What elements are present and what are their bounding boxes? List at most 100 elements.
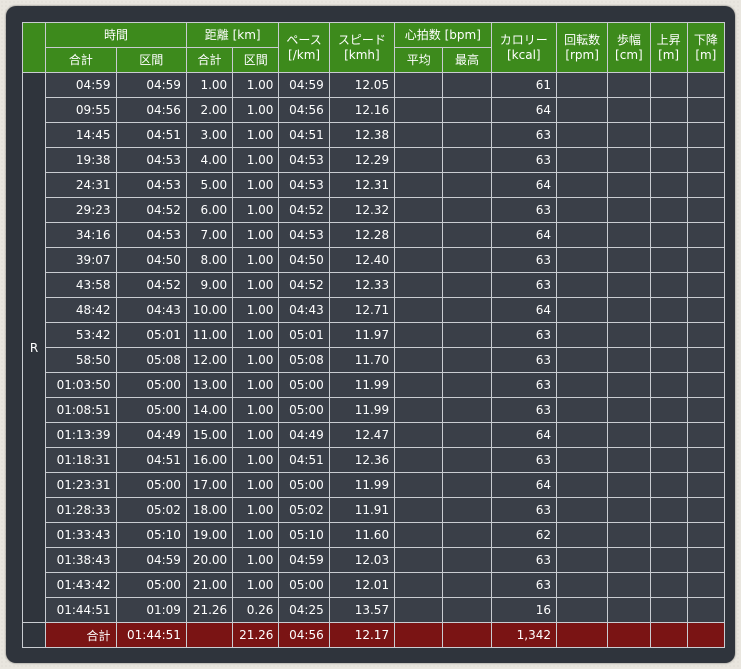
distance-split-cell: 1.00 [232, 172, 280, 198]
pace-cell: 04:53 [278, 222, 330, 248]
distance-split-cell: 1.00 [232, 397, 280, 423]
time-total-cell: 14:45 [45, 122, 117, 148]
speed-cell: 11.99 [328, 372, 396, 398]
stride-cell [607, 572, 651, 598]
time-total-cell: 58:50 [45, 347, 117, 373]
time-split-cell: 04:51 [115, 447, 187, 473]
distance-total-cell: 17.00 [185, 472, 234, 498]
total-pace-cell: 04:56 [278, 622, 330, 648]
distance-total-cell: 5.00 [185, 172, 234, 198]
ascent-cell [649, 197, 688, 223]
descent-cell [686, 147, 726, 173]
calorie-cell: 63 [490, 347, 557, 373]
time-split-cell: 01:09 [115, 597, 187, 623]
cadence-cell [555, 472, 609, 498]
heart-max-cell [442, 397, 492, 423]
stride-cell [607, 272, 651, 298]
distance-split-cell: 1.00 [232, 522, 280, 548]
heart-avg-cell [394, 247, 444, 273]
cadence-cell [555, 597, 609, 623]
stride-cell [607, 172, 651, 198]
heart-max-cell [442, 222, 492, 248]
distance-split-cell: 1.00 [232, 347, 280, 373]
table-row: 19:38 04:53 4.00 1.00 04:53 12.29 63 [23, 147, 726, 173]
distance-split-cell: 1.00 [232, 422, 280, 448]
calorie-cell: 64 [490, 422, 557, 448]
table-row: 01:44:51 01:09 21.26 0.26 04:25 13.57 16 [23, 597, 726, 623]
descent-header: 下降 [m] [686, 22, 726, 73]
table-row: 09:55 04:56 2.00 1.00 04:56 12.16 64 [23, 97, 726, 123]
distance-total-cell: 8.00 [185, 247, 234, 273]
time-split-cell: 04:53 [115, 222, 187, 248]
total-heart-max-cell [442, 622, 492, 648]
cadence-cell [555, 497, 609, 523]
cadence-cell [555, 347, 609, 373]
distance-split-cell: 1.00 [232, 97, 280, 123]
descent-cell [686, 297, 726, 323]
distance-total-cell: 19.00 [185, 522, 234, 548]
time-total-cell: 01:23:31 [45, 472, 117, 498]
ascent-cell [649, 147, 688, 173]
ascent-cell [649, 497, 688, 523]
pace-cell: 05:01 [278, 322, 330, 348]
heart-avg-cell [394, 147, 444, 173]
descent-cell [686, 347, 726, 373]
time-total-cell: 09:55 [45, 97, 117, 123]
heart-max-cell [442, 522, 492, 548]
total-lap-label [21, 622, 47, 648]
cadence-cell [555, 97, 609, 123]
time-total-cell: 39:07 [45, 247, 117, 273]
distance-split-cell: 1.00 [232, 72, 280, 98]
speed-cell: 12.05 [328, 72, 396, 98]
time-split-cell: 05:02 [115, 497, 187, 523]
stride-cell [607, 422, 651, 448]
heart-avg-cell [394, 347, 444, 373]
cadence-cell [555, 422, 609, 448]
time-split-cell: 04:53 [115, 172, 187, 198]
heart-max-cell [442, 572, 492, 598]
total-label: 合計 [45, 622, 117, 648]
calorie-cell: 63 [490, 197, 557, 223]
total-descent-cell [686, 622, 726, 648]
distance-total-cell: 10.00 [185, 297, 234, 323]
pace-cell: 04:53 [278, 147, 330, 173]
cadence-cell [555, 297, 609, 323]
distance-total-cell: 15.00 [185, 422, 234, 448]
speed-cell: 13.57 [328, 597, 396, 623]
table-row: 58:50 05:08 12.00 1.00 05:08 11.70 63 [23, 347, 726, 373]
ascent-cell [649, 272, 688, 298]
pace-cell: 04:51 [278, 447, 330, 473]
heart-max-cell [442, 272, 492, 298]
distance-total-cell: 21.26 [185, 597, 234, 623]
time-header: 時間 [45, 22, 187, 48]
total-calorie-cell: 1,342 [490, 622, 557, 648]
calorie-cell: 63 [490, 572, 557, 598]
descent-cell [686, 497, 726, 523]
distance-split-cell: 1.00 [232, 247, 280, 273]
lap-label: R [21, 72, 47, 623]
time-total-cell: 43:58 [45, 272, 117, 298]
pace-cell: 04:53 [278, 172, 330, 198]
table-row: 53:42 05:01 11.00 1.00 05:01 11.97 63 [23, 322, 726, 348]
time-total-cell: 01:28:33 [45, 497, 117, 523]
distance-total-cell: 2.00 [185, 97, 234, 123]
heart-max-cell [442, 447, 492, 473]
cadence-cell [555, 122, 609, 148]
heart-max-cell [442, 72, 492, 98]
stride-cell [607, 372, 651, 398]
heart-max-cell [442, 197, 492, 223]
table-row: 01:28:33 05:02 18.00 1.00 05:02 11.91 63 [23, 497, 726, 523]
pace-cell: 04:56 [278, 97, 330, 123]
distance-total-cell: 7.00 [185, 222, 234, 248]
heart-avg-cell [394, 547, 444, 573]
pace-cell: 05:00 [278, 572, 330, 598]
time-split-header: 区間 [115, 47, 187, 73]
descent-cell [686, 322, 726, 348]
cadence-cell [555, 447, 609, 473]
pace-cell: 04:52 [278, 272, 330, 298]
heart-avg-cell [394, 322, 444, 348]
pace-cell: 04:43 [278, 297, 330, 323]
cadence-cell [555, 247, 609, 273]
ascent-cell [649, 397, 688, 423]
speed-cell: 11.60 [328, 522, 396, 548]
